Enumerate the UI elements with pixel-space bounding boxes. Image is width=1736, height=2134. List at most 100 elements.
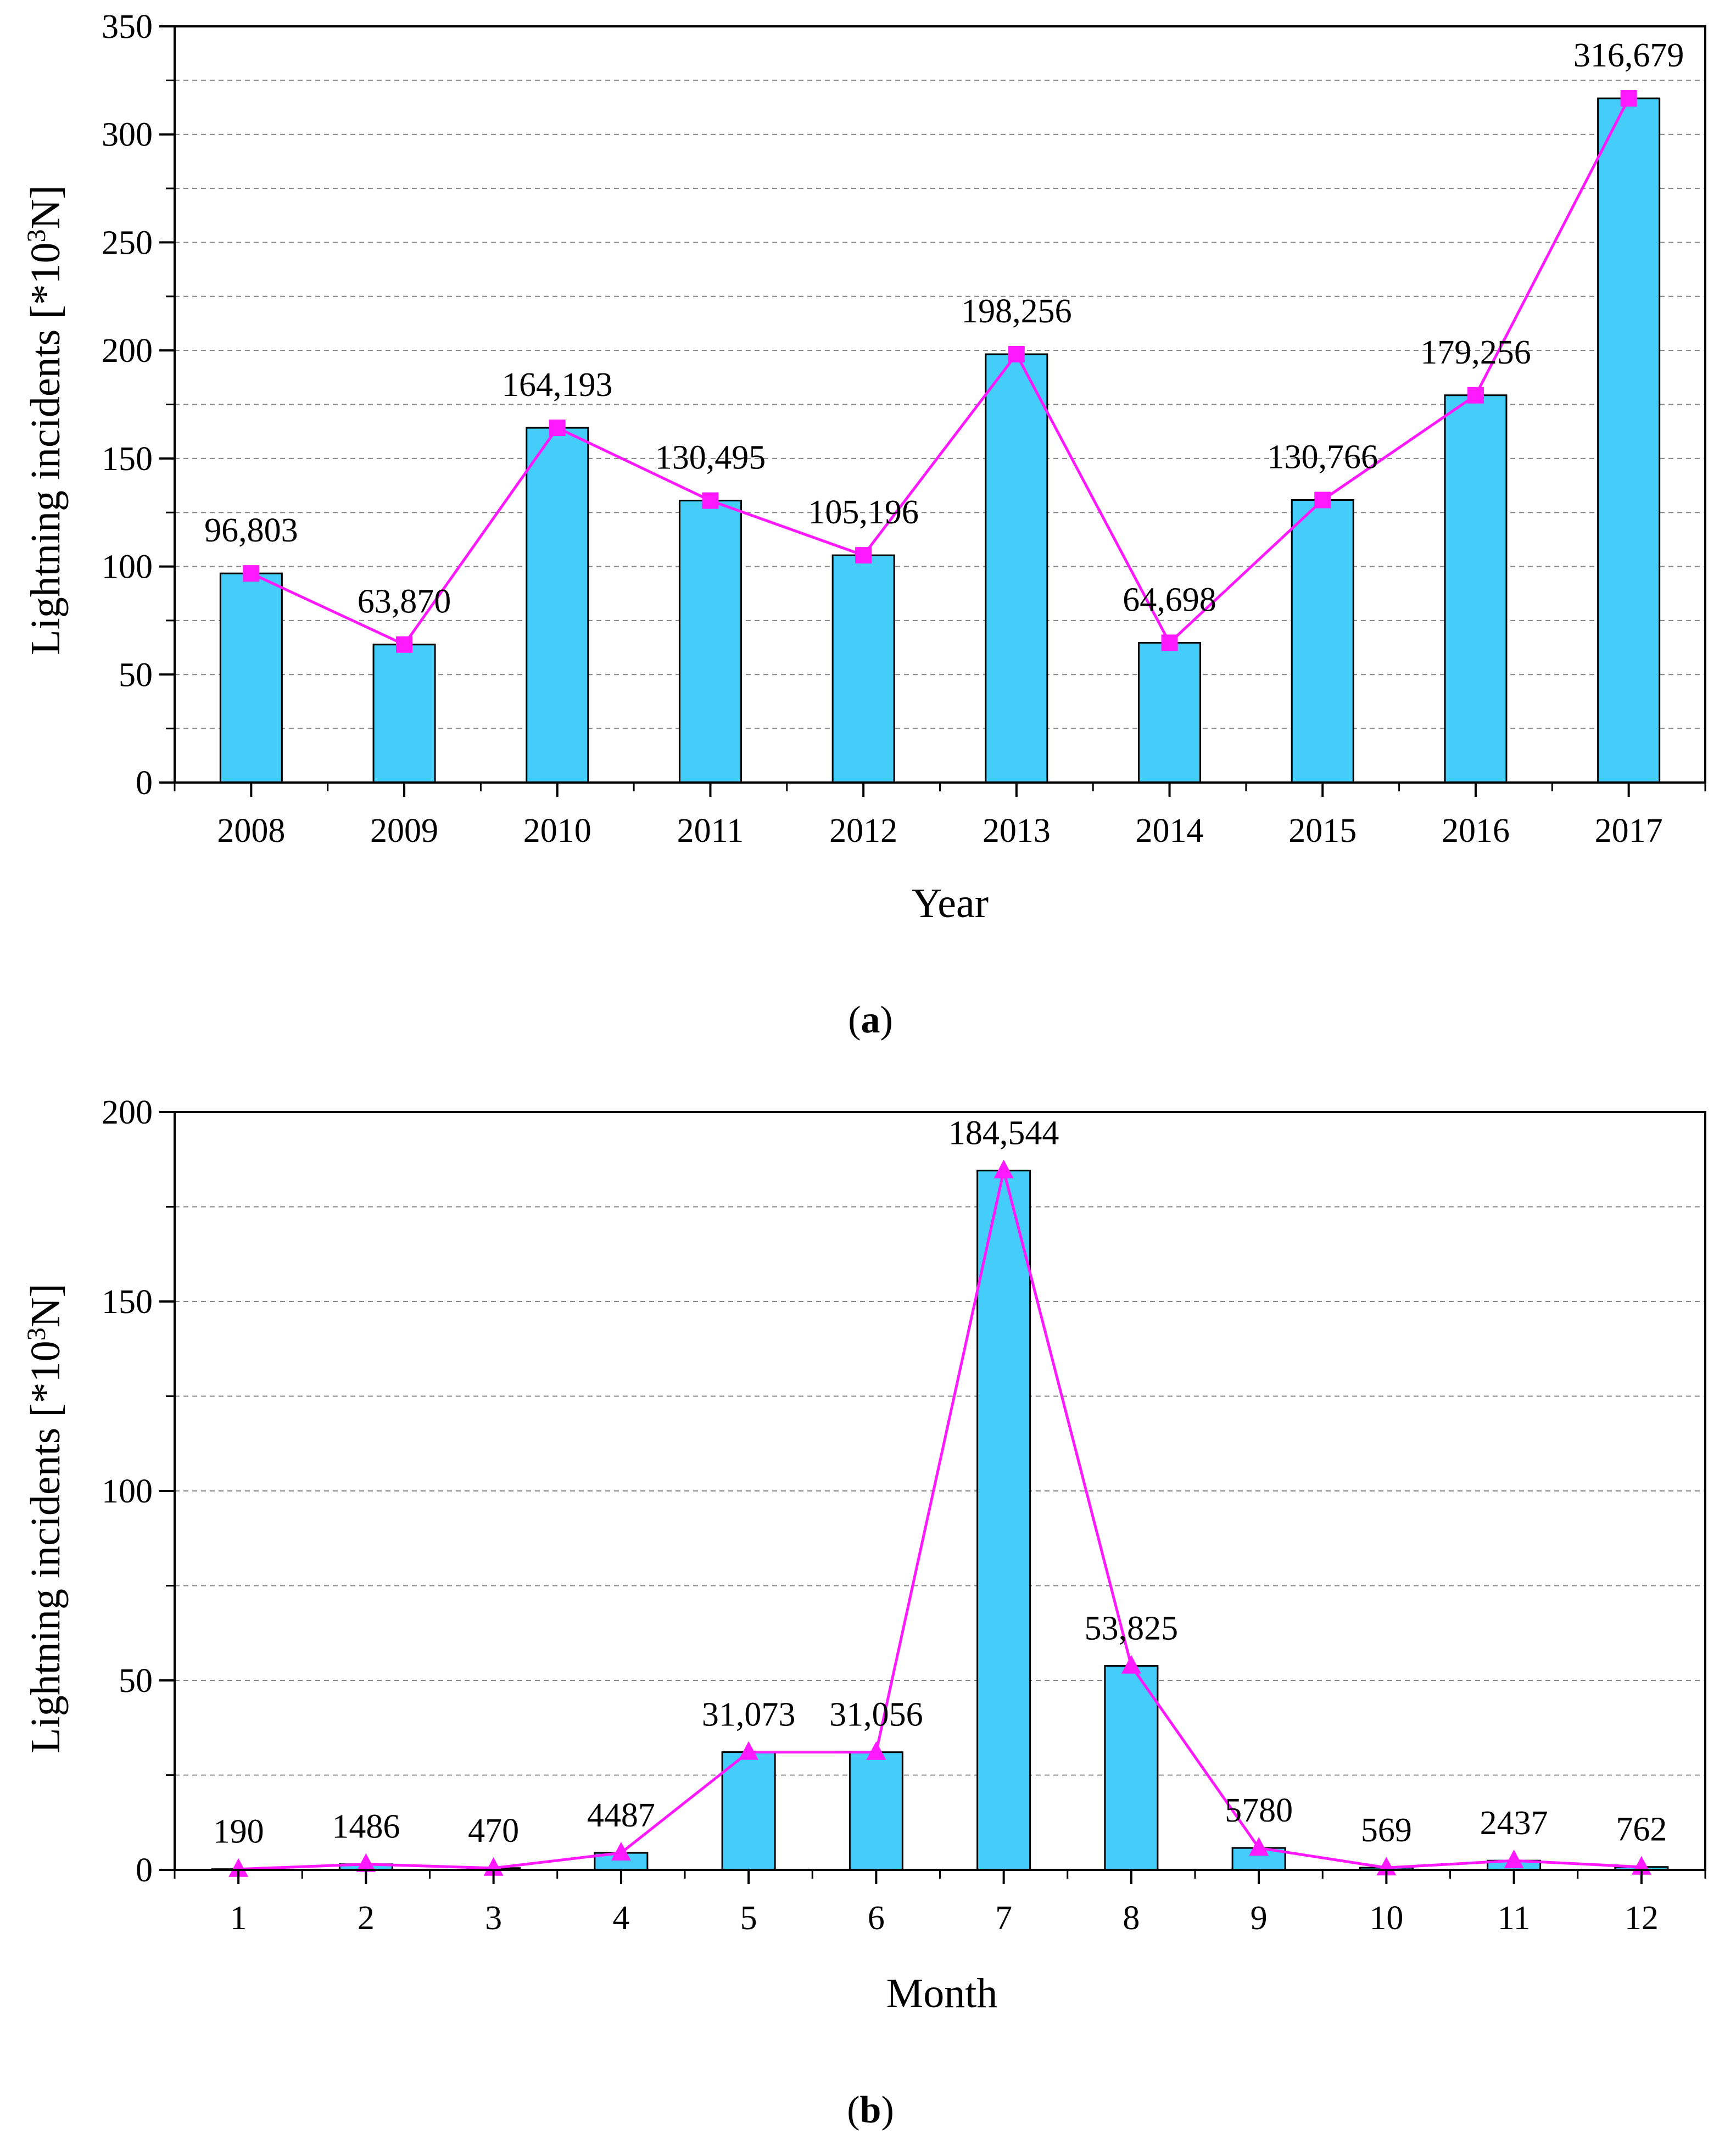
chart-a-data-label: 63,870 <box>358 583 451 621</box>
chart-a-data-label: 105,196 <box>808 494 919 531</box>
chart-b-data-label: 53,825 <box>1085 1610 1179 1647</box>
chart-b-ylabel: Lightning incidents [*103N] <box>22 1283 69 1753</box>
chart-a-xtick-label: 2017 <box>1595 812 1663 850</box>
chart-a-data-label: 164,193 <box>502 366 613 404</box>
chart-a-data-label: 316,679 <box>1573 37 1684 74</box>
chart-a-ylabel: Lightning incidents [*103N] <box>22 185 69 655</box>
chart-b-xtick-label: 5 <box>740 1900 757 1937</box>
chart-b-xtick-label: 11 <box>1498 1900 1531 1937</box>
chart-b-data-label: 190 <box>213 1813 264 1851</box>
chart-a-point <box>855 547 872 564</box>
chart-b-data-label: 569 <box>1361 1812 1412 1849</box>
chart-a-bar <box>831 554 895 784</box>
chart-a-bar <box>219 572 283 784</box>
chart-b-point <box>993 1159 1014 1178</box>
chart-b-point <box>739 1741 759 1760</box>
chart-b-ytick-label: 0 <box>136 1852 153 1889</box>
chart-a-xtick-label: 2010 <box>523 812 591 850</box>
chart-a-xtick-label: 2008 <box>217 812 285 850</box>
chart-b-point <box>356 1853 376 1872</box>
chart-b-bar <box>849 1751 903 1871</box>
chart-a-point <box>1161 634 1178 651</box>
chart-b-caption: (b) <box>847 2089 894 2131</box>
chart-a-data-label: 179,256 <box>1420 334 1531 371</box>
chart-b-xtick-label: 8 <box>1123 1900 1140 1937</box>
chart-a-data-label: 64,698 <box>1123 581 1216 618</box>
chart-b-xtick-label: 1 <box>230 1900 247 1937</box>
chart-b-point <box>1121 1655 1141 1674</box>
chart-a-ytick-label: 250 <box>102 224 153 261</box>
chart-a-ytick-label: 100 <box>102 549 153 586</box>
chart-b-ytick-label: 150 <box>102 1283 153 1321</box>
chart-a-point <box>1314 491 1331 509</box>
chart-a: Lightning incidents [*103N] Year (a) 96,… <box>22 8 1706 1041</box>
chart-a-point <box>243 565 260 582</box>
chart-b-xtick-label: 4 <box>612 1900 629 1937</box>
chart-b-bar <box>721 1751 776 1871</box>
chart-b-xtick-label: 10 <box>1369 1900 1403 1937</box>
chart-a-xtick-label: 2015 <box>1288 812 1357 850</box>
chart-b-ytick-label: 200 <box>102 1094 153 1131</box>
chart-b-bar <box>976 1170 1031 1871</box>
chart-b-xlabel: Month <box>886 1970 998 2016</box>
chart-b-point <box>611 1842 631 1861</box>
chart-a-bar <box>526 427 589 784</box>
chart-b-xtick-label: 12 <box>1625 1900 1659 1937</box>
chart-a-ytick-label: 50 <box>119 656 153 694</box>
chart-a-bar <box>372 644 436 784</box>
chart-a-bar <box>678 500 742 784</box>
chart-a-xlabel: Year <box>912 880 989 926</box>
chart-b-xtick-label: 2 <box>358 1900 375 1937</box>
chart-a-data-label: 130,495 <box>655 439 766 477</box>
chart-a-point <box>702 492 719 509</box>
chart-a-xtick-label: 2011 <box>677 812 744 850</box>
chart-a-xtick-label: 2013 <box>983 812 1051 850</box>
chart-b-point <box>866 1741 886 1760</box>
chart-a-bar <box>1444 394 1508 784</box>
chart-b-data-label: 4487 <box>587 1797 655 1834</box>
chart-b-data-label: 5780 <box>1225 1792 1293 1829</box>
chart-a-bar <box>1291 499 1354 784</box>
chart-a-point <box>396 636 413 653</box>
chart-b-series-line <box>238 1170 1642 1871</box>
chart-b-point <box>228 1858 249 1877</box>
chart-a-caption: (a) <box>848 999 893 1041</box>
chart-b-point <box>1504 1850 1524 1869</box>
chart-a-bar <box>985 353 1048 784</box>
chart-a-xtick-label: 2012 <box>829 812 897 850</box>
chart-b-data-label: 184,544 <box>948 1115 1059 1152</box>
chart-b-data-label: 1486 <box>332 1808 400 1846</box>
chart-b-point <box>483 1857 504 1876</box>
chart-b-data-label: 31,073 <box>702 1696 796 1734</box>
chart-a-data-label: 96,803 <box>204 512 298 549</box>
chart-a-xtick-label: 2014 <box>1136 812 1204 850</box>
chart-b-data-label: 2437 <box>1480 1805 1548 1842</box>
chart-b-ytick-label: 50 <box>119 1662 153 1700</box>
chart-a-ytick-label: 200 <box>102 332 153 370</box>
chart-a-point <box>1008 346 1025 363</box>
chart-a-xtick-label: 2009 <box>370 812 438 850</box>
chart-b-xtick-label: 3 <box>485 1900 502 1937</box>
chart-a-series-line <box>250 97 1630 646</box>
chart-a-ytick-label: 350 <box>102 8 153 46</box>
chart-a-bar <box>1597 97 1661 784</box>
chart-a-xtick-label: 2016 <box>1442 812 1510 850</box>
chart-b-xtick-label: 9 <box>1251 1900 1268 1937</box>
chart-a-data-label: 130,766 <box>1268 439 1378 476</box>
chart-a-bar <box>1138 641 1202 784</box>
chart-b-bar <box>1104 1665 1159 1871</box>
chart-b: Lightning incidents [*103N] Month (b) 19… <box>22 1094 1706 2131</box>
chart-b-data-label: 31,056 <box>829 1696 923 1734</box>
chart-a-point <box>1467 387 1484 404</box>
chart-b-xtick-label: 6 <box>868 1900 885 1937</box>
chart-a-ytick-label: 300 <box>102 116 153 154</box>
chart-b-data-label: 762 <box>1616 1811 1667 1848</box>
chart-a-point <box>1620 90 1637 107</box>
chart-a-data-label: 198,256 <box>961 293 1072 330</box>
chart-a-ytick-label: 150 <box>102 440 153 478</box>
chart-a-ytick-label: 0 <box>136 764 153 802</box>
chart-b-data-label: 470 <box>468 1812 519 1850</box>
chart-b-point <box>1249 1837 1269 1856</box>
chart-a-point <box>549 420 566 437</box>
